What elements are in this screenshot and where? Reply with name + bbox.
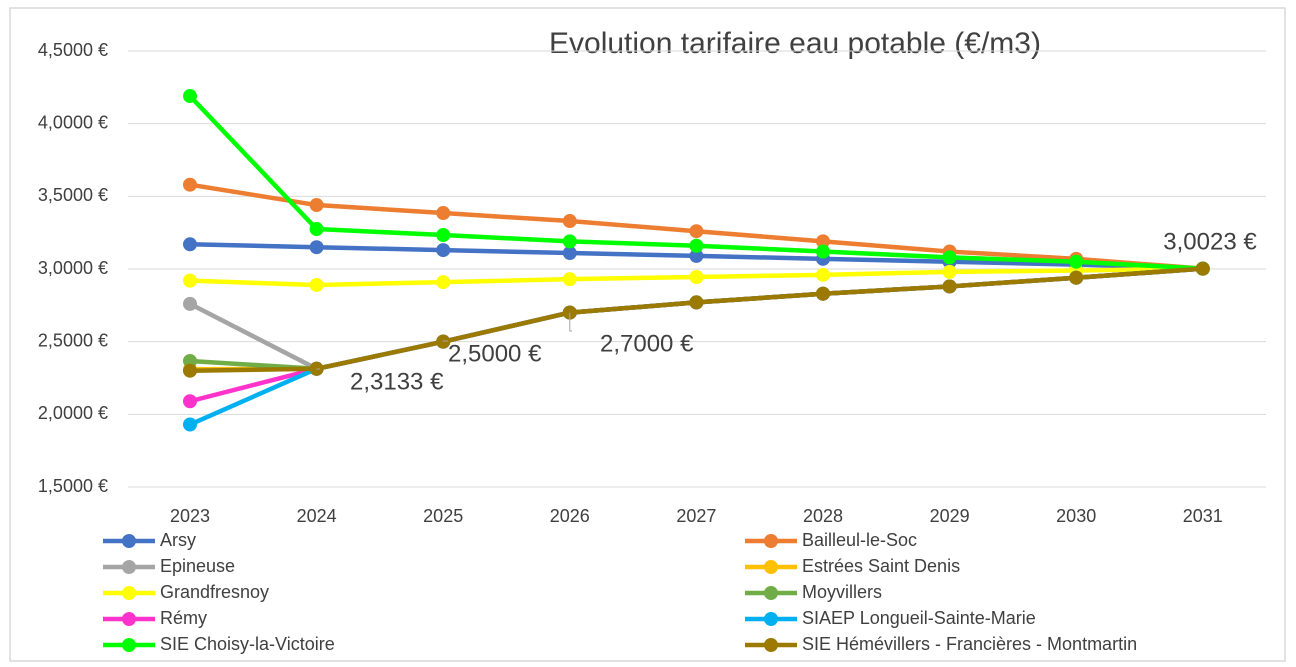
legend-marker [122, 560, 136, 574]
data-point [942, 264, 957, 279]
chart-title: Evolution tarifaire eau potable (€/m3) [549, 27, 1041, 60]
data-point [436, 227, 451, 242]
data-point [183, 296, 197, 311]
data-point [562, 246, 577, 261]
data-point [816, 244, 830, 259]
data-point [183, 394, 197, 409]
legend-label: SIE Hémévillers - Francières - Montmarti… [802, 634, 1137, 654]
leader-line [442, 340, 448, 342]
y-tick-label: 4,5000 € [38, 40, 108, 60]
legend-marker [764, 586, 778, 600]
leader-line [569, 312, 572, 332]
data-point [689, 224, 704, 239]
data-point [942, 279, 957, 294]
legend-label: Epineuse [160, 556, 235, 576]
x-tick-label: 2025 [423, 506, 463, 526]
legend-marker [122, 586, 136, 600]
x-tick-label: 2024 [297, 506, 337, 526]
y-tick-label: 3,0000 € [38, 258, 108, 278]
legend-label: Estrées Saint Denis [802, 556, 960, 576]
data-point [436, 243, 451, 258]
legend-label: Moyvillers [802, 582, 882, 602]
data-label: 2,3133 € [350, 368, 444, 395]
y-tick-label: 2,0000 € [38, 403, 108, 423]
data-point [183, 353, 197, 368]
data-label: 2,5000 € [448, 340, 542, 367]
y-tick-label: 1,5000 € [38, 476, 108, 496]
data-point [183, 237, 197, 252]
legend-marker [764, 638, 778, 652]
data-point [1069, 254, 1084, 269]
x-tick-label: 2027 [676, 506, 716, 526]
data-point [183, 89, 197, 104]
x-tick-label: 2029 [930, 506, 970, 526]
legend-label: SIAEP Longueil-Sainte-Marie [802, 608, 1036, 628]
data-point [689, 248, 704, 263]
legend-marker [122, 534, 136, 548]
data-point [562, 234, 577, 249]
data-label: 3,0023 € [1163, 228, 1257, 255]
y-tick-label: 4,0000 € [38, 112, 108, 132]
y-tick-label: 3,5000 € [38, 185, 108, 205]
data-point [309, 198, 324, 213]
data-point [816, 286, 830, 301]
data-point [562, 214, 577, 229]
data-point [436, 206, 451, 221]
x-tick-label: 2030 [1056, 506, 1096, 526]
data-label: 2,7000 € [600, 330, 694, 357]
data-point [942, 250, 957, 265]
data-point [689, 269, 704, 284]
chart-border [9, 7, 1286, 662]
x-tick-label: 2023 [170, 506, 210, 526]
data-point [309, 240, 324, 255]
x-tick-label: 2026 [550, 506, 590, 526]
x-tick-label: 2028 [803, 506, 843, 526]
data-point [816, 234, 830, 249]
data-point [436, 275, 451, 290]
data-point [309, 277, 324, 292]
data-point [183, 177, 197, 192]
data-point [183, 417, 197, 432]
data-point [816, 267, 830, 282]
legend-marker [764, 534, 778, 548]
legend-label: Grandfresnoy [160, 582, 269, 602]
legend-marker [122, 638, 136, 652]
data-point [689, 295, 704, 310]
legend-label: SIE Choisy-la-Victoire [160, 634, 335, 654]
data-point [183, 363, 197, 378]
legend-marker [764, 612, 778, 626]
data-point [1069, 270, 1084, 285]
data-point [309, 222, 324, 237]
legend-label: Bailleul-le-Soc [802, 530, 917, 550]
data-point [183, 273, 197, 288]
legend-label: Rémy [160, 608, 207, 628]
y-tick-label: 2,5000 € [38, 330, 108, 350]
data-point [562, 272, 577, 287]
data-point [689, 238, 704, 253]
legend-label: Arsy [160, 530, 196, 550]
data-point [1195, 261, 1210, 276]
legend-marker [764, 560, 778, 574]
legend-marker [122, 612, 136, 626]
x-tick-label: 2031 [1183, 506, 1223, 526]
